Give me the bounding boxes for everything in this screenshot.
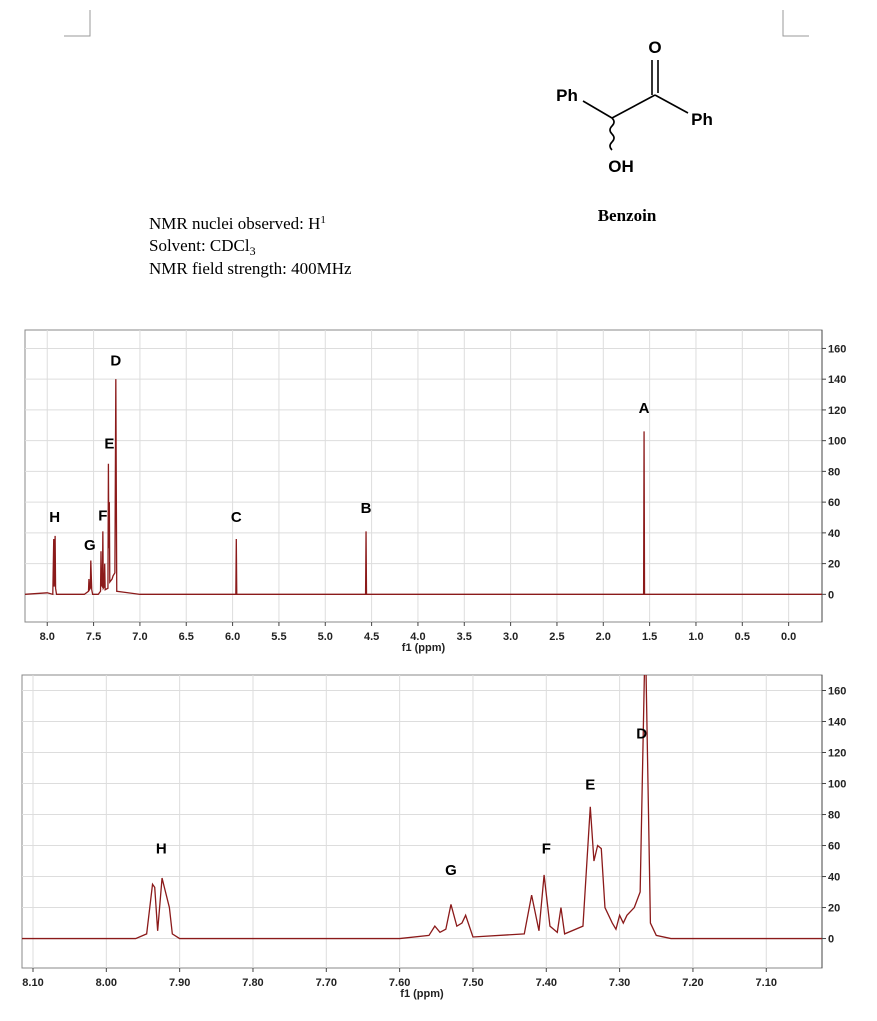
spectrum-chart: 8.10 8.00 7.90 7.80 7.70 7.60 7.50 7.40 7.30 7.20…	[21, 674, 846, 1000]
x-tick-label: 6.0	[225, 631, 240, 643]
y-tick-label: 140	[828, 374, 846, 386]
y-tick-label: 120	[828, 405, 846, 417]
field-strength: NMR field strength: 400MHz	[149, 259, 352, 278]
peak-label: B	[361, 500, 372, 517]
x-axis-label: f1 (ppm)	[402, 642, 446, 654]
nuclei: NMR nuclei observed: H1	[149, 214, 326, 233]
peak-label: D	[110, 352, 121, 369]
peak-label: D	[636, 726, 647, 743]
x-tick-label: 6.5	[179, 631, 194, 643]
x-tick-label: 8.0	[40, 631, 55, 643]
y-tick-label: 160	[828, 686, 846, 698]
x-tick-label: 7.70	[316, 977, 337, 989]
y-tick-label: 60	[828, 841, 840, 853]
x-tick-label: 7.10	[756, 977, 777, 989]
compound-name: Benzoin	[598, 206, 657, 225]
peak-label: E	[104, 435, 114, 452]
x-tick-label: 7.60	[389, 977, 410, 989]
x-tick-label: 4.5	[364, 631, 379, 643]
spectrum-line	[25, 379, 822, 596]
peak-label: G	[445, 862, 457, 879]
y-tick-label: 20	[828, 903, 840, 915]
x-tick-label: 8.10	[22, 977, 43, 989]
x-tick-label: 1.0	[688, 631, 703, 643]
y-tick-label: 60	[828, 497, 840, 509]
subscript: 3	[250, 244, 256, 258]
x-tick-label: 7.80	[242, 977, 263, 989]
x-tick-label: 0.5	[735, 631, 750, 643]
x-tick-label: 7.30	[609, 977, 630, 989]
y-tick-label: 140	[828, 717, 846, 729]
plot-area	[24, 329, 823, 623]
y-tick-label: 40	[828, 872, 840, 884]
peak-label: H	[156, 840, 167, 857]
x-tick-label: 3.0	[503, 631, 518, 643]
x-tick-label: 3.5	[457, 631, 472, 643]
spectrum-chart: 8.0 7.5 7.0 6.5 6.0 5.5 5.0 4.5 4.0 3.5 3.0 2.5 2.0 1…	[24, 329, 846, 654]
atom-label: Ph	[556, 86, 578, 105]
peak-label: C	[231, 509, 242, 526]
x-tick-label: 1.5	[642, 631, 657, 643]
x-tick-label: 2.0	[596, 631, 611, 643]
y-tick-label: 0	[828, 934, 834, 946]
x-tick-label: 7.5	[86, 631, 101, 643]
x-axis-label: f1 (ppm)	[400, 988, 444, 1000]
structure	[582, 60, 689, 151]
peak-label: G	[84, 537, 96, 554]
x-tick-label: 7.50	[462, 977, 483, 989]
peak-label: F	[542, 840, 551, 857]
spectrum-line	[22, 675, 822, 940]
x-tick-label: 5.5	[271, 631, 286, 643]
nuclei-text: NMR nuclei observed: H	[149, 214, 320, 233]
x-tick-label: 7.40	[536, 977, 557, 989]
peak-label: A	[639, 400, 650, 417]
atom-label: OH	[608, 157, 634, 176]
x-tick-label: 8.00	[96, 977, 117, 989]
peak-label: F	[98, 508, 107, 525]
y-tick-label: 100	[828, 436, 846, 448]
y-tick-label: 100	[828, 779, 846, 791]
plot-area	[21, 674, 823, 969]
x-tick-label: 5.0	[318, 631, 333, 643]
solvent-text: Solvent: CDCl	[149, 236, 250, 255]
peak-label: E	[585, 777, 595, 794]
x-tick-label: 7.90	[169, 977, 190, 989]
x-tick-label: 4.0	[410, 631, 425, 643]
x-tick-label: 7.0	[132, 631, 147, 643]
y-tick-label: 120	[828, 748, 846, 760]
x-tick-label: 0.0	[781, 631, 796, 643]
y-tick-label: 0	[828, 589, 834, 601]
solvent: Solvent: CDCl3	[149, 236, 256, 258]
peak-label: H	[49, 509, 60, 526]
x-tick-label: 2.5	[549, 631, 564, 643]
atom-label: Ph	[691, 110, 713, 129]
y-tick-label: 160	[828, 343, 846, 355]
superscript: 1	[320, 214, 326, 226]
y-tick-label: 40	[828, 528, 840, 540]
y-tick-label: 80	[828, 466, 840, 478]
corner-marks	[64, 10, 809, 37]
x-tick-label: 7.20	[682, 977, 703, 989]
atom-label: O	[648, 38, 661, 57]
y-tick-label: 80	[828, 810, 840, 822]
y-tick-label: 20	[828, 559, 840, 571]
